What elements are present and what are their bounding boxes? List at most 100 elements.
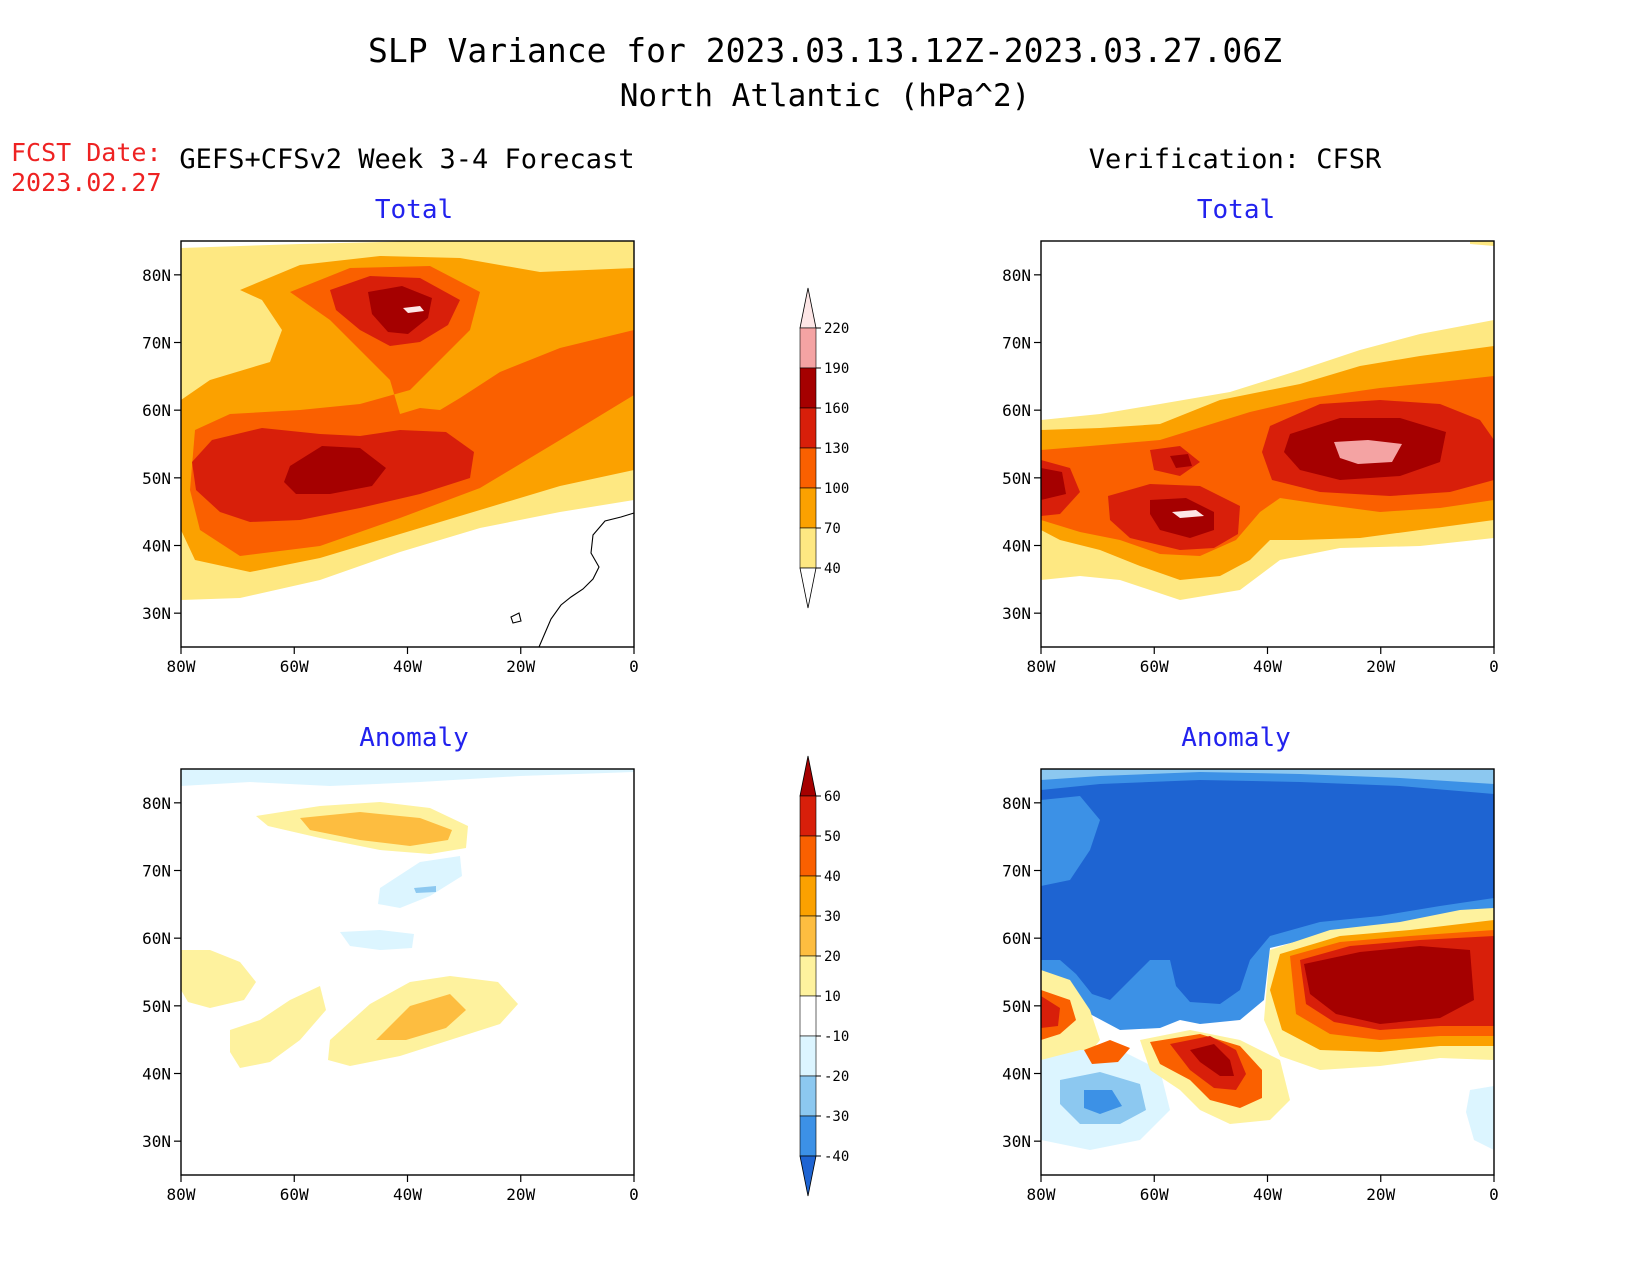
contour-fill-forecast-total — [181, 241, 634, 647]
lon-tick-label: 80W — [1027, 657, 1056, 676]
lat-tick-label: 80N — [142, 266, 171, 285]
lat-tick-label: 70N — [142, 334, 171, 353]
colorbar-label: 40 — [824, 869, 841, 885]
lat-tick-label: 80N — [1002, 794, 1031, 813]
lon-tick-label: 60W — [1140, 657, 1169, 676]
lat-tick-label: 40N — [1002, 1065, 1031, 1084]
colorbar-segment — [799, 955, 817, 997]
colorbar-segment — [799, 915, 817, 957]
lon-tick-label: 80W — [1027, 1185, 1056, 1204]
lat-tick-label: 80N — [1002, 266, 1031, 285]
lon-tick-label: 80W — [167, 657, 196, 676]
lat-tick-label: 60N — [142, 401, 171, 420]
colorbar-label: 220 — [824, 321, 849, 337]
colorbar-label: 100 — [824, 481, 849, 497]
lat-tick-label: 50N — [1002, 469, 1031, 488]
colorbar-label: -20 — [824, 1069, 849, 1085]
lat-tick-label: 80N — [142, 794, 171, 813]
map-panel-verification-anomaly: 80N 70N 60N 50N 40N 30N 80W 60W 40W 20W 0 — [1002, 768, 1499, 1204]
lon-tick-label: 20W — [506, 657, 535, 676]
lat-tick-label: 40N — [142, 537, 171, 556]
lat-tick-label: 30N — [1002, 1132, 1031, 1151]
lat-tick-label: 70N — [1002, 862, 1031, 881]
colorbar-label: 30 — [824, 909, 841, 925]
lon-tick-label: 20W — [1366, 657, 1395, 676]
lat-tick-label: 40N — [142, 1065, 171, 1084]
colorbar-segment — [799, 527, 817, 569]
lon-tick-label: 0 — [1489, 657, 1499, 676]
lat-tick-label: 60N — [142, 929, 171, 948]
figure-title: SLP Variance for 2023.03.13.12Z-2023.03.… — [368, 31, 1282, 70]
lat-tick-label: 40N — [1002, 537, 1031, 556]
colorbar-top-arrow — [799, 287, 817, 329]
panel-title-verification-anomaly: Anomaly — [1181, 723, 1291, 753]
colorbar-top-arrow — [799, 755, 817, 797]
lat-tick-label: 70N — [142, 862, 171, 881]
lon-tick-label: 40W — [393, 657, 422, 676]
lon-tick-label: 40W — [1253, 657, 1282, 676]
colorbar-segment — [799, 1075, 817, 1117]
colorbar-segment — [799, 1115, 817, 1157]
colorbar-label: 130 — [824, 441, 849, 457]
colorbar-label: 160 — [824, 401, 849, 417]
figure-subtitle: North Atlantic (hPa^2) — [620, 78, 1031, 114]
colorbar-segment — [799, 1035, 817, 1077]
lon-tick-label: 0 — [629, 1185, 639, 1204]
axis-ticks: 80N 70N 60N 50N 40N 30N 80W 60W 40W 20W 0 — [142, 794, 639, 1204]
lat-tick-label: 50N — [142, 469, 171, 488]
colorbar-label: -40 — [824, 1149, 849, 1165]
lon-tick-label: 60W — [280, 657, 309, 676]
lon-tick-label: 40W — [1253, 1185, 1282, 1204]
fcst-date-label: FCST Date: — [11, 138, 162, 167]
colorbar-total: 220 190 160 130 100 70 40 — [799, 287, 849, 609]
lon-tick-label: 0 — [629, 657, 639, 676]
lon-tick-label: 40W — [393, 1185, 422, 1204]
colorbar-label: 50 — [824, 829, 841, 845]
lon-tick-label: 60W — [1140, 1185, 1169, 1204]
colorbar-segment — [799, 875, 817, 917]
lon-tick-label: 80W — [167, 1185, 196, 1204]
panel-title-forecast-anomaly: Anomaly — [359, 723, 469, 753]
verification-column-header: Verification: CFSR — [1089, 144, 1382, 175]
colorbar-label: 20 — [824, 949, 841, 965]
colorbar-segment — [799, 327, 817, 369]
colorbar-bottom-arrow — [799, 567, 817, 609]
axis-ticks: 80N 70N 60N 50N 40N 30N 80W 60W 40W 20W 0 — [1002, 266, 1499, 676]
colorbar-segment — [799, 367, 817, 409]
lat-tick-label: 60N — [1002, 401, 1031, 420]
lat-tick-label: 60N — [1002, 929, 1031, 948]
lon-tick-label: 0 — [1489, 1185, 1499, 1204]
lon-tick-label: 20W — [506, 1185, 535, 1204]
colorbar-label: 10 — [824, 989, 841, 1005]
colorbar-label: 70 — [824, 521, 841, 537]
lat-tick-label: 30N — [1002, 604, 1031, 623]
colorbar-segment — [799, 487, 817, 529]
axis-ticks: 80N 70N 60N 50N 40N 30N 80W 60W 40W 20W 0 — [142, 266, 639, 676]
lat-tick-label: 30N — [142, 1132, 171, 1151]
contour-fill-forecast-anomaly — [181, 769, 634, 1175]
colorbar-bottom-arrow — [799, 1155, 817, 1197]
panel-title-forecast-total: Total — [375, 195, 453, 225]
colorbar-label: -30 — [824, 1109, 849, 1125]
colorbar-segment — [799, 447, 817, 489]
forecast-column-header: GEFS+CFSv2 Week 3-4 Forecast — [179, 144, 634, 175]
contour-fill-verification-anomaly — [1041, 769, 1494, 1175]
lon-tick-label: 20W — [1366, 1185, 1395, 1204]
lat-tick-label: 50N — [1002, 997, 1031, 1016]
colorbar-anomaly: 60 50 40 30 20 10 -10 -20 -30 -40 — [799, 755, 849, 1197]
lat-tick-label: 50N — [142, 997, 171, 1016]
contour-fill-verification-total — [1041, 241, 1494, 647]
map-panel-forecast-total: 80N 70N 60N 50N 40N 30N 80W 60W 40W 20W 0 — [142, 240, 639, 676]
axis-ticks: 80N 70N 60N 50N 40N 30N 80W 60W 40W 20W 0 — [1002, 794, 1499, 1204]
colorbar-label: -10 — [824, 1029, 849, 1045]
lon-tick-label: 60W — [280, 1185, 309, 1204]
colorbar-segment — [799, 407, 817, 449]
colorbar-label: 40 — [824, 561, 841, 577]
fcst-date-value: 2023.02.27 — [11, 168, 162, 197]
colorbar-segment — [799, 995, 817, 1037]
map-panel-forecast-anomaly: 80N 70N 60N 50N 40N 30N 80W 60W 40W 20W 0 — [142, 768, 639, 1204]
map-panel-verification-total: 80N 70N 60N 50N 40N 30N 80W 60W 40W 20W 0 — [1002, 240, 1499, 676]
colorbar-segment — [799, 795, 817, 837]
lat-tick-label: 30N — [142, 604, 171, 623]
